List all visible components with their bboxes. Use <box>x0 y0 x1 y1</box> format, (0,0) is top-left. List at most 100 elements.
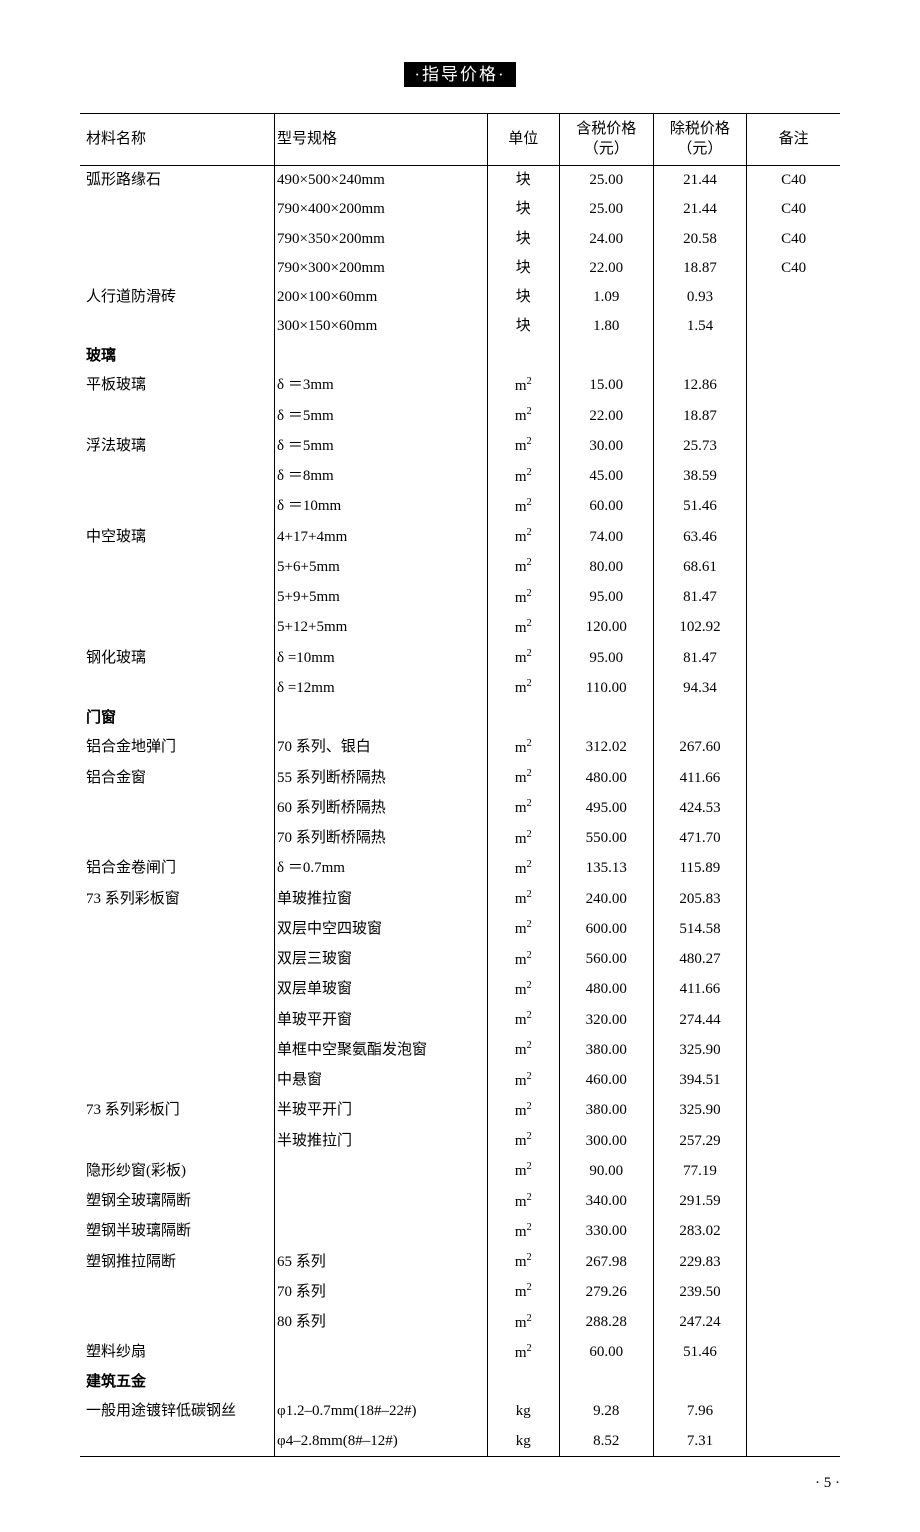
cell-note <box>747 522 840 552</box>
cell-price-tax <box>559 704 653 733</box>
cell-price-notax: 81.47 <box>653 583 747 613</box>
cell-spec: 300×150×60mm <box>275 312 488 341</box>
cell-price-notax: 274.44 <box>653 1005 747 1035</box>
cell-unit: m2 <box>487 1247 559 1277</box>
table-row: 5+12+5mmm2120.00102.92 <box>80 613 840 643</box>
cell-note <box>747 1096 840 1126</box>
cell-price-tax: 340.00 <box>559 1187 653 1217</box>
cell-note <box>747 704 840 733</box>
cell-price-tax: 24.00 <box>559 225 653 254</box>
cell-unit: 块 <box>487 166 559 196</box>
cell-price-notax: 20.58 <box>653 225 747 254</box>
table-row: 70 系列断桥隔热m2550.00471.70 <box>80 824 840 854</box>
cell-unit: m2 <box>487 763 559 793</box>
table-row: 单玻平开窗m2320.00274.44 <box>80 1005 840 1035</box>
cell-spec: 5+6+5mm <box>275 552 488 582</box>
cell-spec: 80 系列 <box>275 1308 488 1338</box>
cell-name: 钢化玻璃 <box>80 643 275 673</box>
table-row: 塑钢半玻璃隔断m2330.00283.02 <box>80 1217 840 1247</box>
cell-name: 塑料纱扇 <box>80 1338 275 1368</box>
cell-price-notax: 471.70 <box>653 824 747 854</box>
cell-price-notax: 325.90 <box>653 1096 747 1126</box>
cell-note <box>747 1338 840 1368</box>
cell-price-notax: 21.44 <box>653 166 747 196</box>
cell-price-notax: 115.89 <box>653 854 747 884</box>
cell-price-notax: 38.59 <box>653 462 747 492</box>
cell-note <box>747 371 840 401</box>
cell-price-notax: 514.58 <box>653 914 747 944</box>
cell-name <box>80 312 275 341</box>
cell-name: 弧形路缘石 <box>80 166 275 196</box>
cell-spec: δ =10mm <box>275 643 488 673</box>
cell-name <box>80 195 275 224</box>
cell-price-notax: 411.66 <box>653 763 747 793</box>
cell-price-tax: 460.00 <box>559 1066 653 1096</box>
cell-note <box>747 312 840 341</box>
cell-unit: m2 <box>487 1277 559 1307</box>
cell-price-notax: 18.87 <box>653 254 747 283</box>
cell-name: 一般用途镀锌低碳钢丝 <box>80 1397 275 1426</box>
cell-note <box>747 1035 840 1065</box>
cell-price-notax: 325.90 <box>653 1035 747 1065</box>
cell-spec: 200×100×60mm <box>275 283 488 312</box>
table-row: 80 系列m2288.28247.24 <box>80 1308 840 1338</box>
cell-price-tax: 25.00 <box>559 166 653 196</box>
table-row: 70 系列m2279.26239.50 <box>80 1277 840 1307</box>
cell-price-notax: 7.31 <box>653 1427 747 1457</box>
cell-spec: 中悬窗 <box>275 1066 488 1096</box>
cell-price-tax: 15.00 <box>559 371 653 401</box>
cell-note <box>747 401 840 431</box>
col-header-price-notax: 除税价格（元） <box>653 114 747 166</box>
table-header-row: 材料名称 型号规格 单位 含税价格（元） 除税价格（元） 备注 <box>80 114 840 166</box>
col-header-note: 备注 <box>747 114 840 166</box>
cell-spec: δ =12mm <box>275 673 488 703</box>
cell-unit: m2 <box>487 401 559 431</box>
cell-price-tax: 495.00 <box>559 793 653 823</box>
cell-spec: 5+12+5mm <box>275 613 488 643</box>
cell-name: 铝合金窗 <box>80 763 275 793</box>
cell-price-tax: 95.00 <box>559 643 653 673</box>
cell-price-notax: 205.83 <box>653 884 747 914</box>
cell-price-tax: 312.02 <box>559 733 653 763</box>
cell-price-notax: 18.87 <box>653 401 747 431</box>
table-row: δ ＝10mmm260.0051.46 <box>80 492 840 522</box>
table-row: 790×400×200mm块25.0021.44C40 <box>80 195 840 224</box>
table-row: 人行道防滑砖200×100×60mm块1.090.93 <box>80 283 840 312</box>
cell-price-tax: 30.00 <box>559 431 653 461</box>
table-row: δ ＝5mmm222.0018.87 <box>80 401 840 431</box>
cell-name: 隐形纱窗(彩板) <box>80 1156 275 1186</box>
cell-name: 中空玻璃 <box>80 522 275 552</box>
table-row: φ4–2.8mm(8#–12#)kg8.527.31 <box>80 1427 840 1457</box>
cell-note <box>747 884 840 914</box>
table-row: 浮法玻璃δ ＝5mmm230.0025.73 <box>80 431 840 461</box>
cell-note <box>747 733 840 763</box>
cell-spec: 半玻平开门 <box>275 1096 488 1126</box>
cell-unit: m2 <box>487 1187 559 1217</box>
cell-unit: m2 <box>487 371 559 401</box>
cell-spec: 单框中空聚氨酯发泡窗 <box>275 1035 488 1065</box>
table-body: 弧形路缘石490×500×240mm块25.0021.44C40790×400×… <box>80 166 840 1457</box>
cell-note <box>747 1156 840 1186</box>
cell-name: 塑钢半玻璃隔断 <box>80 1217 275 1247</box>
table-row: 60 系列断桥隔热m2495.00424.53 <box>80 793 840 823</box>
table-row: 790×350×200mm块24.0020.58C40 <box>80 225 840 254</box>
cell-name <box>80 673 275 703</box>
table-row: 300×150×60mm块1.801.54 <box>80 312 840 341</box>
cell-price-tax: 330.00 <box>559 1217 653 1247</box>
cell-name: 塑钢推拉隔断 <box>80 1247 275 1277</box>
cell-price-tax: 1.80 <box>559 312 653 341</box>
cell-unit: m2 <box>487 1096 559 1126</box>
cell-price-notax: 229.83 <box>653 1247 747 1277</box>
cell-price-notax <box>653 704 747 733</box>
cell-note <box>747 673 840 703</box>
cell-name: 铝合金地弹门 <box>80 733 275 763</box>
cell-price-notax: 7.96 <box>653 1397 747 1426</box>
table-row: 中空玻璃4+17+4mmm274.0063.46 <box>80 522 840 552</box>
cell-note <box>747 763 840 793</box>
cell-unit: m2 <box>487 854 559 884</box>
cell-price-notax <box>653 1368 747 1397</box>
cell-spec: φ4–2.8mm(8#–12#) <box>275 1427 488 1457</box>
cell-name <box>80 1005 275 1035</box>
cell-price-tax <box>559 1368 653 1397</box>
cell-unit: m2 <box>487 1338 559 1368</box>
